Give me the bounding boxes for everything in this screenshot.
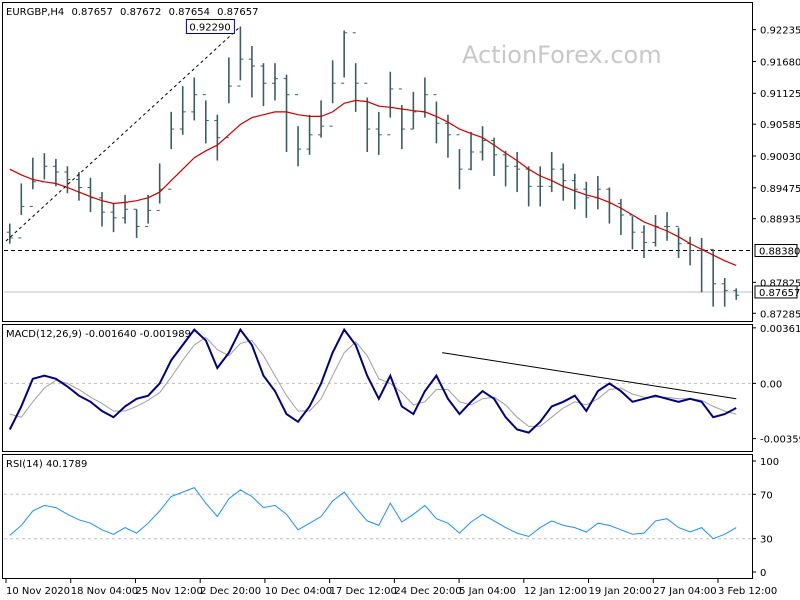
moving-average-line [9, 99, 737, 266]
price-panel-frame [2, 2, 753, 322]
x-tick-label: 3 Feb 12:00 [718, 586, 777, 597]
rsi-line [9, 486, 737, 540]
x-tick-label: 10 Dec 04:00 [265, 586, 332, 597]
price-panel-symbol: EURGBP,H4 [6, 7, 64, 18]
high-trendline [5, 26, 241, 242]
rsi-y-tick-label: 100 [760, 457, 779, 468]
high-label-box [185, 18, 235, 34]
macd-y-axis-ticks: 0.003615 0.00 -0.003592 [752, 324, 800, 446]
rsi-panel-frame [2, 454, 753, 579]
x-tick-label: 12 Jan 12:00 [524, 586, 587, 597]
x-tick-label: 24 Dec 20:00 [394, 586, 461, 597]
price-y-tick-label: 0.90585 [760, 120, 800, 131]
macd-y-tick-label: 0.003615 [760, 324, 800, 335]
x-tick-label: 27 Jan 04:00 [653, 586, 716, 597]
high-label: 0.92290 [189, 22, 230, 33]
x-tick-label: 10 Nov 2020 [6, 586, 70, 597]
rsi-y-tick-label: 30 [760, 535, 773, 546]
rsi-series [4, 486, 752, 540]
price-y-tick-label: 0.91125 [760, 89, 800, 100]
price-panel-high: 0.87672 [120, 7, 161, 18]
x-tick-label: 2 Dec 20:00 [200, 586, 261, 597]
macd-panel-frame [2, 324, 753, 452]
rsi-panel: RSI(14) 40.1789 100 70 30 0 [4, 457, 779, 579]
horizontal_level-label-box [754, 244, 798, 258]
price-y-tick-label: 0.87285 [760, 309, 800, 320]
macd-line [8, 327, 737, 434]
x-tick-label: 25 Nov 12:00 [135, 586, 202, 597]
price-panel-open: 0.87657 [71, 7, 112, 18]
price-y-tick-label: 0.92235 [760, 26, 800, 37]
current_price-label: 0.87657 [759, 288, 800, 299]
macd-panel-title: MACD(12,26,9) -0.001640 -0.001989 [6, 329, 191, 340]
price-panel: EURGBP,H4 0.87657 0.87672 0.87654 0.8765… [4, 7, 800, 320]
x-tick-label: 5 Jan 04:00 [459, 586, 516, 597]
macd-signal-line [9, 336, 737, 427]
price-y-tick-label: 0.91680 [760, 57, 800, 68]
price-y-tick-label: 0.90030 [760, 152, 800, 163]
macd-trendline [442, 352, 737, 400]
panel-frames [2, 2, 753, 579]
watermark-text: ActionForex.com [462, 41, 662, 69]
price-y-axis-ticks: 0.92235 0.91680 0.91125 0.90585 0.90030 0.894… [752, 26, 800, 320]
price-y-tick-label: 0.87825 [760, 278, 800, 289]
price-panel-header: EURGBP,H4 0.87657 0.87672 0.87654 0.8765… [6, 7, 258, 18]
x-tick-label: 18 Nov 04:00 [71, 586, 138, 597]
price-moving-average [9, 99, 737, 266]
macd-y-tick-label: 0.00 [760, 379, 782, 390]
price-horizontal-levels [4, 250, 752, 293]
horizontal_level-label: 0.88380 [759, 247, 800, 258]
rsi-panel-title: RSI(14) 40.1789 [6, 459, 87, 470]
x-tick-label: 17 Dec 12:00 [330, 586, 397, 597]
rsi-y-tick-label: 0 [760, 568, 766, 579]
price-annotations: 0.92290 0.88380 0.87657 [5, 18, 800, 299]
current_price-label-box [754, 285, 798, 299]
macd-series [4, 327, 752, 434]
x-tick-label: 19 Jan 20:00 [589, 586, 652, 597]
price-y-tick-label: 0.88935 [760, 215, 800, 226]
rsi-y-tick-label: 70 [760, 490, 773, 501]
macd-y-tick-label: -0.003592 [760, 435, 800, 446]
macd-panel: MACD(12,26,9) -0.001640 -0.001989 0.0036… [4, 324, 800, 446]
price-panel-low: 0.87654 [169, 7, 210, 18]
rsi-y-axis-ticks: 100 70 30 0 [752, 457, 779, 579]
price-y-tick-label: 0.89475 [760, 184, 800, 195]
price-panel-close: 0.87657 [217, 7, 258, 18]
